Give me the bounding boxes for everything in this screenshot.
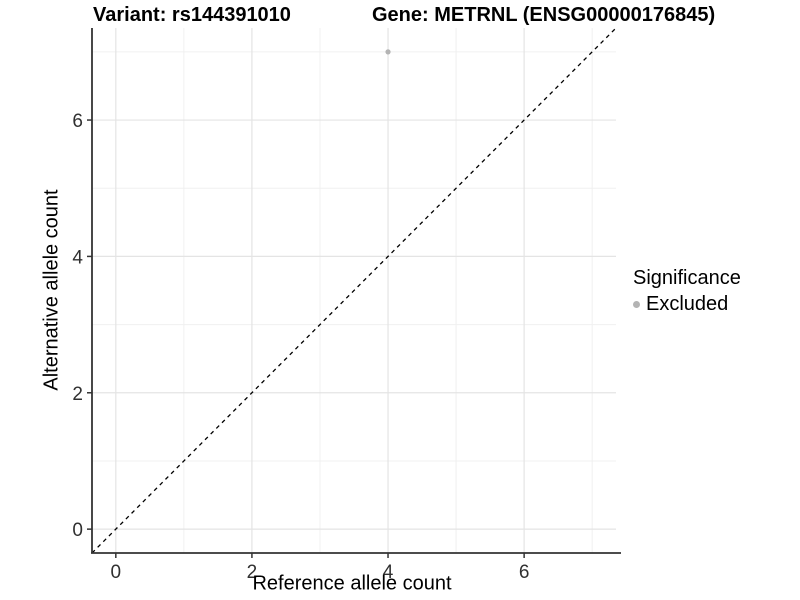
- legend-item-label: Excluded: [646, 293, 729, 315]
- legend-title: Significance: [633, 267, 741, 289]
- y-tick-label: 4: [72, 247, 83, 268]
- legend-item-excluded: Excluded: [633, 293, 741, 316]
- y-tick-label: 6: [72, 111, 83, 132]
- y-tick-label: 0: [72, 520, 83, 541]
- data-point: [385, 49, 391, 55]
- y-axis-label: Alternative allele count: [40, 189, 63, 391]
- y-tick-label: 2: [72, 384, 83, 405]
- x-tick-label: 2: [247, 562, 258, 583]
- legend-key-dot-icon: [633, 301, 640, 308]
- x-axis-label: Reference allele count: [252, 572, 452, 595]
- plot-title-variant: Variant: rs144391010: [93, 4, 291, 26]
- x-tick-label: 6: [519, 562, 530, 583]
- x-tick-label: 4: [383, 562, 394, 583]
- identity-reference-line: [91, 27, 617, 554]
- plot-title-gene: Gene: METRNL (ENSG00000176845): [372, 4, 716, 26]
- legend: Significance Excluded: [633, 267, 741, 316]
- x-tick-label: 0: [111, 562, 122, 583]
